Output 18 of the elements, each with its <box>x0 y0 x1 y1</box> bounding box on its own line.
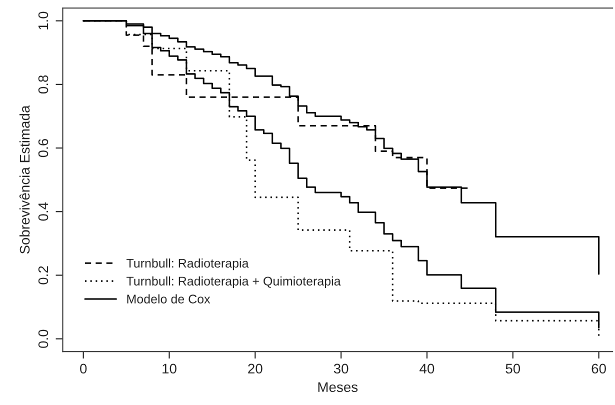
y-tick-label: 0.2 <box>38 266 48 284</box>
y-tick-label: 0.6 <box>38 138 48 158</box>
x-tick-label: 10 <box>162 364 176 374</box>
y-tick-label: 1.0 <box>38 12 48 30</box>
x-axis-title: Meses <box>318 382 358 392</box>
x-tick-label: 40 <box>420 364 434 374</box>
legend-label: Turnbull: Radioterapia + Quimioterapia <box>126 276 341 288</box>
x-tick-label: 60 <box>592 364 606 374</box>
x-tick-label: 30 <box>334 364 348 374</box>
y-axis-title: Sobrevivência Estimada <box>19 105 30 254</box>
y-tick-label: 0.4 <box>38 202 48 221</box>
legend-label: Modelo de Cox <box>127 294 210 304</box>
x-tick-label: 0 <box>80 364 87 374</box>
y-tick-label: 0.8 <box>38 75 48 94</box>
y-tick-label: 0.0 <box>38 330 48 348</box>
x-tick-label: 50 <box>506 364 520 374</box>
x-tick-label: 20 <box>248 364 262 374</box>
legend-label: Turnbull: Radioterapia <box>126 258 249 270</box>
